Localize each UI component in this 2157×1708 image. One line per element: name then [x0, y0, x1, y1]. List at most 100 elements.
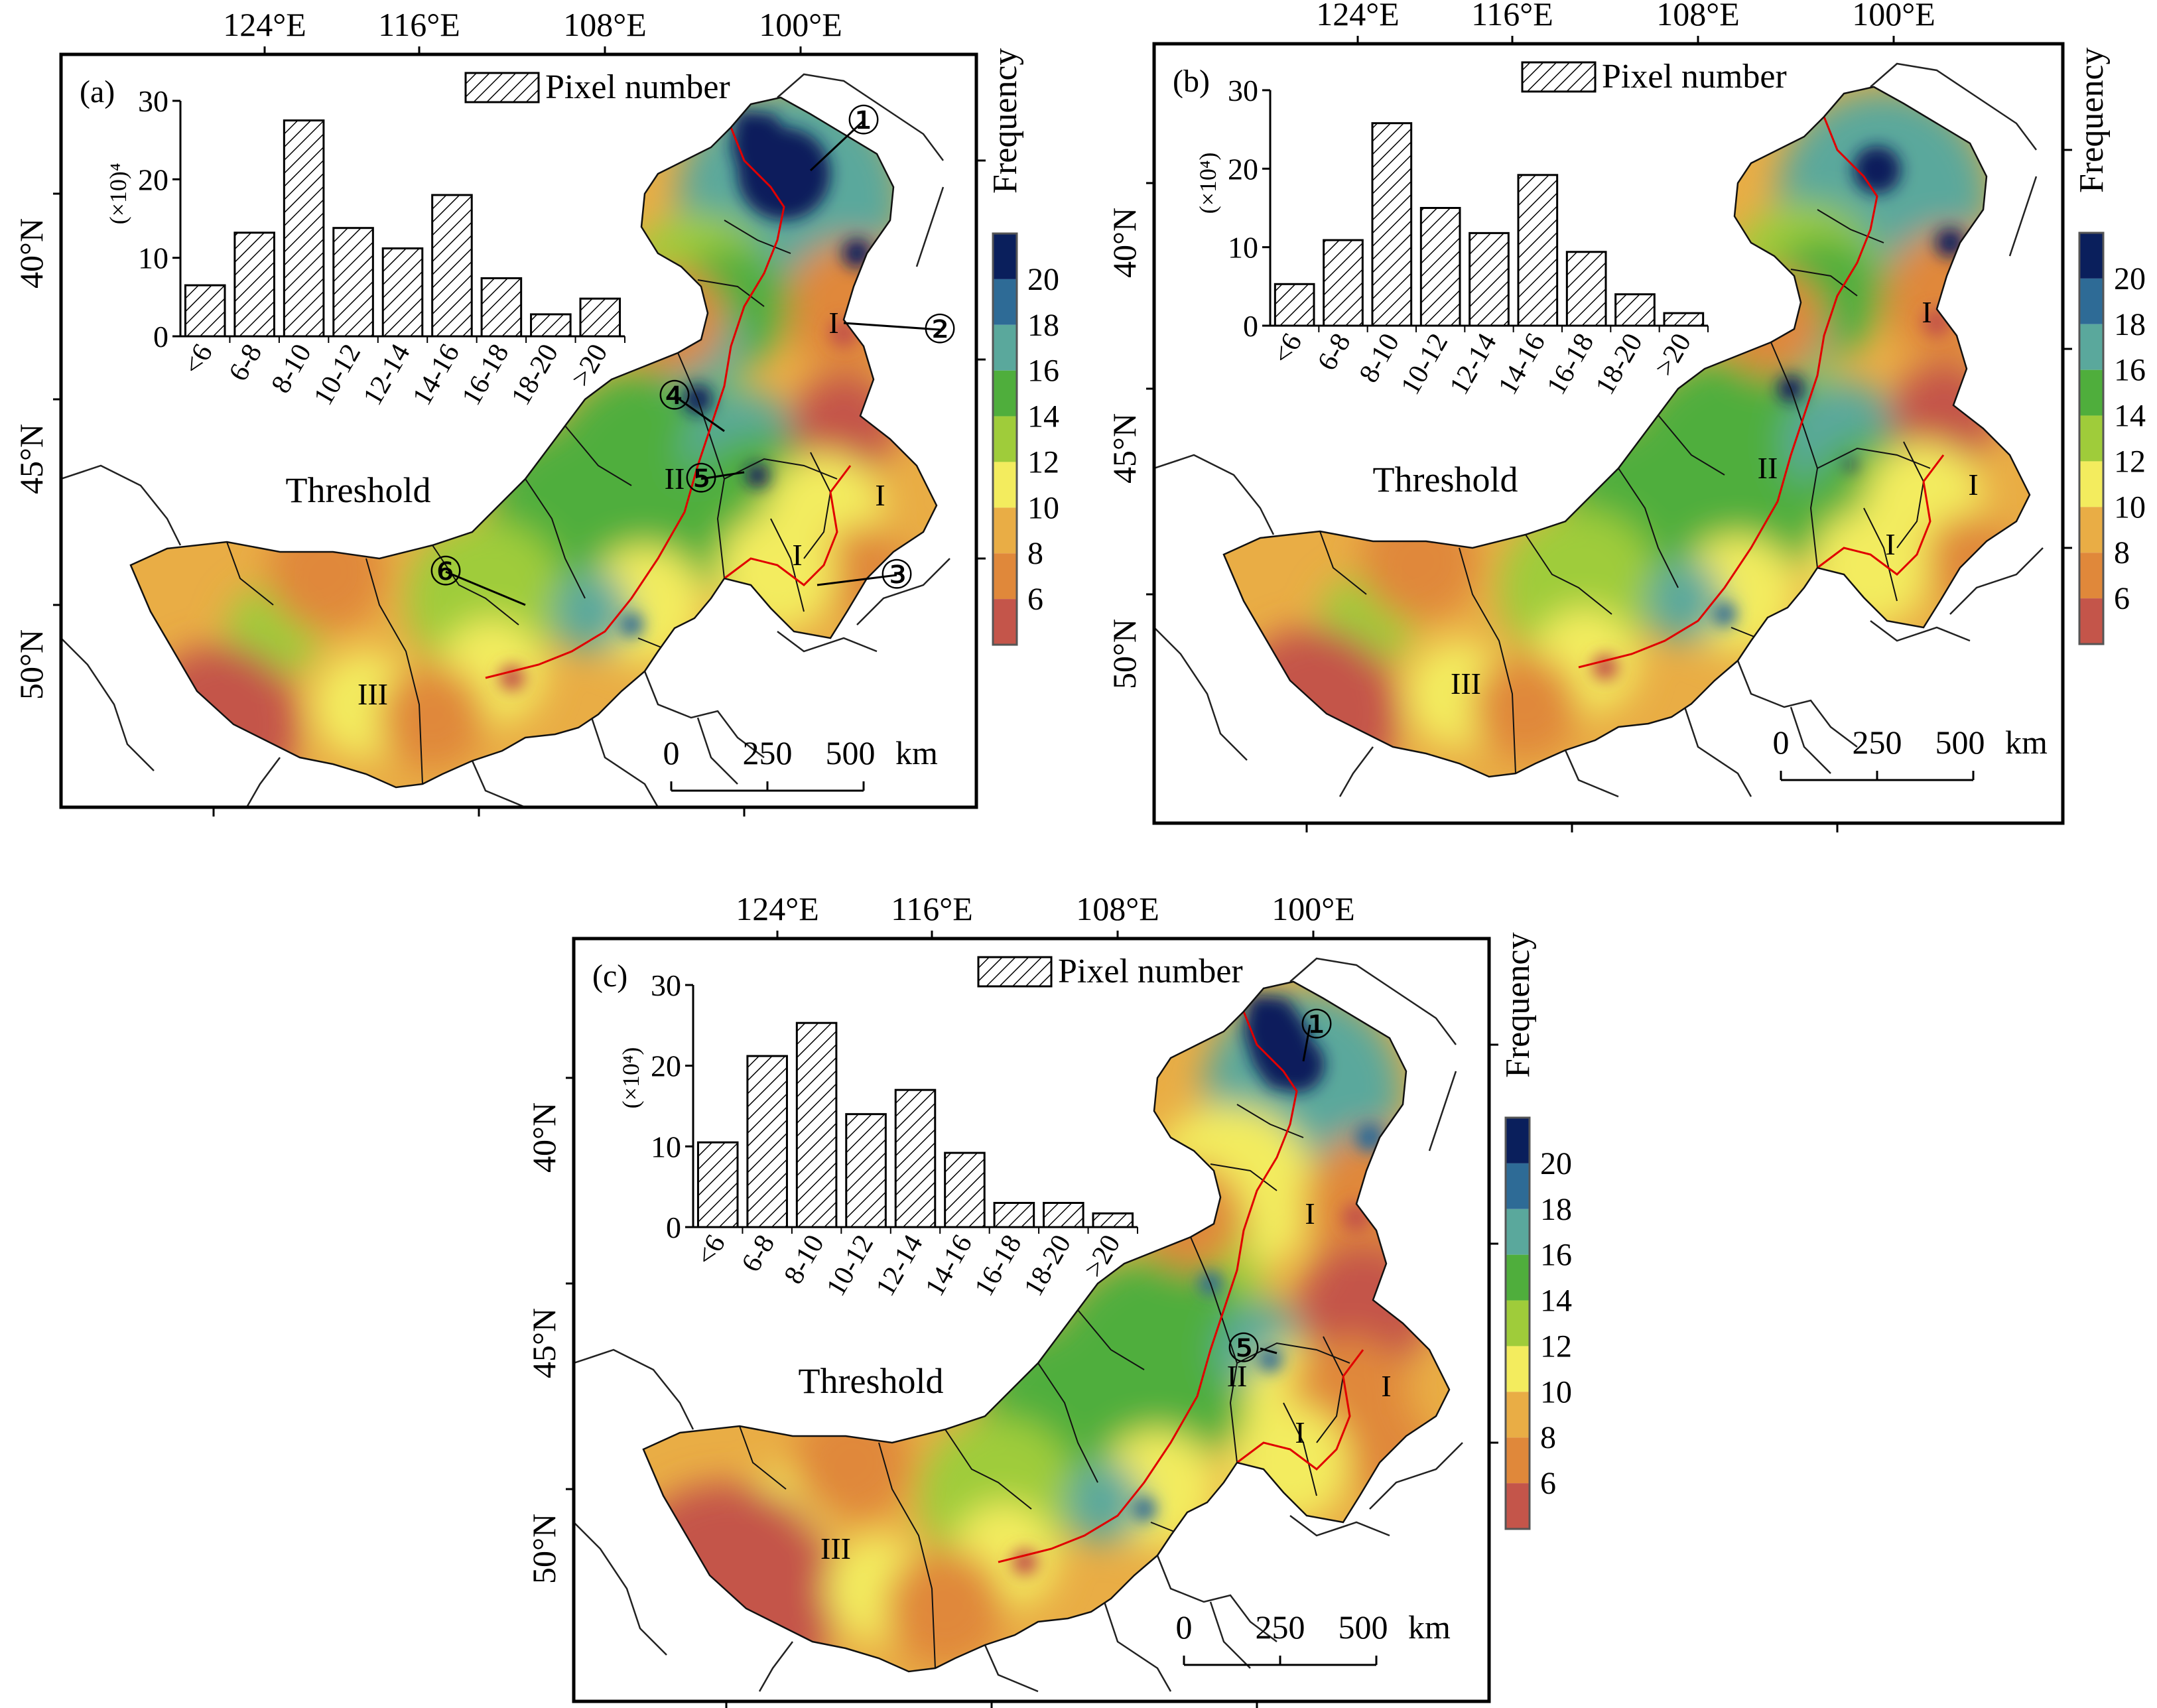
legend-label: 8: [2114, 535, 2130, 570]
hist-x-label: 12-14: [1444, 328, 1503, 400]
frequency-zone: [379, 665, 486, 771]
legend-swatch: [2079, 415, 2103, 462]
region-label-I: I: [875, 478, 885, 512]
hist-bar: [530, 313, 572, 338]
country-border: [1154, 627, 1248, 761]
country-border: [696, 717, 738, 785]
scale-label: 500: [1339, 1609, 1388, 1646]
site-marker: ①: [1299, 1003, 1335, 1047]
frequency-zone: [793, 1403, 912, 1522]
hist-x-label: 16-18: [456, 339, 515, 411]
hist-bar: [795, 1021, 838, 1228]
hist-unit: (×10⁴): [1195, 153, 1221, 214]
legend-swatch: [1506, 1392, 1530, 1438]
country-border: [1870, 62, 2037, 151]
province-border: [1658, 415, 1725, 476]
frequency-zone: [718, 512, 837, 631]
scale-label: 250: [1853, 724, 1902, 761]
hist-bar: [1274, 283, 1315, 327]
legend-label: 16: [1540, 1238, 1572, 1273]
region-outline: [1222, 86, 2031, 778]
hist-x-label: 18-20: [1018, 1230, 1077, 1301]
hist-y-label: 20: [1228, 152, 1258, 186]
legend-swatch: [1506, 1118, 1530, 1163]
legend-swatch: [2079, 507, 2103, 553]
map-panel-a: 124°E 116°E 108°E 100°E40°N45°N50°N(a)IIIII…: [13, 6, 1059, 817]
frequency-zone: [1645, 561, 1725, 641]
frequency-spot: [1012, 1549, 1038, 1575]
hist-bar: [746, 1055, 788, 1228]
frequency-spot: [1132, 1497, 1156, 1521]
region-label-II: II: [1758, 451, 1778, 485]
country-border: [245, 757, 281, 807]
province-border: [1319, 531, 1367, 595]
country-border: [1369, 1442, 1463, 1510]
country-border: [915, 186, 945, 267]
legend-swatch: [2079, 278, 2103, 324]
legend-swatch: [1506, 1483, 1530, 1529]
lat-tick-label: 50°N: [13, 629, 50, 700]
province-border: [1618, 468, 1679, 588]
lon-tick-label: 124°E: [223, 6, 306, 43]
lon-tick-label: 108°E: [563, 6, 647, 43]
region-label-III: III: [1451, 667, 1481, 700]
hist-bar: [283, 119, 325, 338]
country-border: [1949, 547, 2044, 615]
scale-label: 0: [663, 734, 680, 771]
hist-bar: [480, 277, 523, 338]
province-border: [1283, 1402, 1317, 1496]
legend-frame: [2078, 231, 2105, 645]
marker-leader: [1302, 1024, 1311, 1062]
zone-boundary: [998, 1011, 1364, 1563]
country-border: [1564, 750, 1619, 798]
legend-label: 20: [2114, 261, 2146, 296]
hist-y-label: 20: [138, 163, 168, 196]
hist-bar: [579, 297, 621, 338]
frequency-surface: [131, 98, 937, 787]
zone-boundary: [485, 127, 852, 679]
country-border: [1683, 706, 1752, 797]
frequency-zone: [1718, 269, 1824, 375]
country-border: [1428, 1071, 1457, 1151]
legend-swatch: [2079, 233, 2103, 279]
hist-bar: [894, 1088, 937, 1228]
hist-bar: [1043, 1202, 1084, 1228]
hist-bar: [1565, 251, 1607, 327]
country-border: [1289, 1515, 1390, 1537]
lon-tick-label: 116°E: [1471, 0, 1553, 33]
legend-label: 10: [2114, 490, 2146, 525]
lon-tick-label: 124°E: [1316, 0, 1400, 33]
hist-x-label: 6-8: [1312, 328, 1357, 375]
hist-y-label: 30: [138, 84, 168, 118]
legend-swatch: [993, 279, 1017, 325]
lon-tick-label: 100°E: [1272, 890, 1355, 927]
region-label-I: I: [1885, 527, 1895, 561]
hist-bar: [993, 1202, 1035, 1228]
country-border: [1870, 620, 1971, 642]
hist-bar: [1092, 1212, 1134, 1228]
hist-unit: (×10⁴): [618, 1047, 644, 1109]
hist-bar: [1419, 207, 1461, 327]
legend-swatch: [993, 233, 1017, 279]
hist-x-label: 18-20: [1590, 328, 1649, 400]
legend-swatch: [993, 553, 1017, 600]
scale-label: 250: [743, 734, 793, 771]
map-frame: [59, 52, 978, 809]
hist-x-label: 14-16: [919, 1230, 978, 1301]
legend-label: 16: [1027, 354, 1059, 389]
province-border: [1236, 1104, 1304, 1138]
region-label-I: I: [1968, 468, 1978, 501]
legend-label: 12: [2114, 444, 2146, 479]
hist-legend-swatch: [464, 72, 540, 103]
lon-tick-label: 116°E: [378, 6, 460, 43]
hist-bar: [845, 1113, 887, 1228]
map-panel-c: 124°E 116°E 108°E 100°E40°N45°N50°N(c)IIIII…: [525, 890, 1572, 1708]
country-border: [574, 1348, 694, 1430]
lon-tick-label: 108°E: [1656, 0, 1740, 33]
province-border: [1525, 534, 1612, 615]
legend-swatch: [993, 416, 1017, 462]
region-label-I: I: [828, 306, 838, 340]
scale-label: km: [1408, 1609, 1451, 1646]
marker-leader: [700, 471, 745, 480]
